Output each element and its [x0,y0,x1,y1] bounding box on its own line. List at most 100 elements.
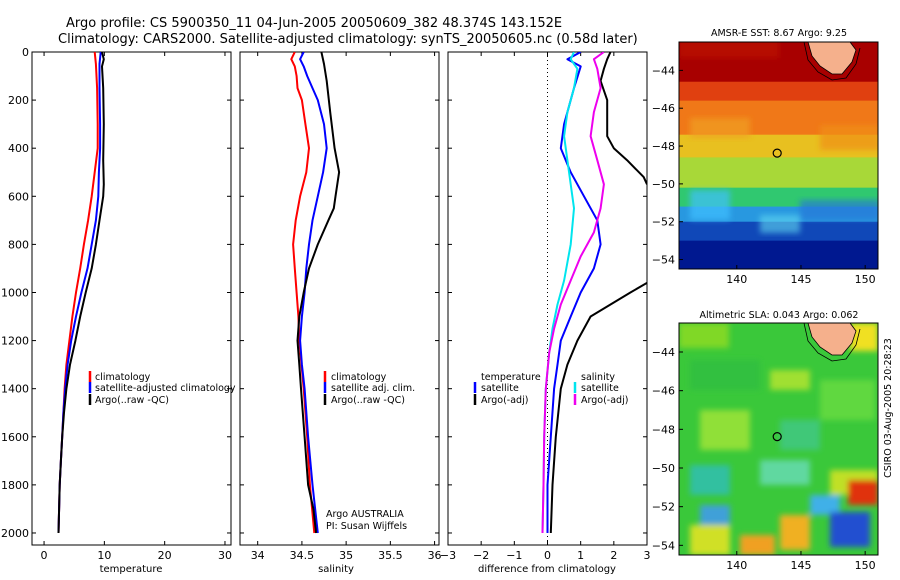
bathymetry-contour [803,42,861,81]
map-x-tick-label: 140 [726,559,747,572]
map-y-tick-label: −54 [652,254,675,267]
x-tick-label: −3 [440,549,456,562]
sla-field [679,323,878,555]
y-tick-label: 1200 [1,335,29,348]
legend-text-climatology: climatology [331,372,387,383]
timestamp: CSIRO 03-Aug-2005 20:28:23 [883,338,894,478]
y-tick-label: 200 [8,94,29,107]
x-tick-label: 3 [644,549,651,562]
sst-map-panel: AMSR-E SST: 8.67 Argo: 9.25 140 145 150 −44… [652,28,879,286]
map-y-tick-label: −48 [652,423,675,436]
x-tick-label: 20 [158,549,172,562]
series-line-temperature-argo-adj [599,52,647,185]
map-x-tick-label: 150 [855,273,876,286]
temperature-axes-frame [31,51,232,546]
argo-float-marker [772,148,782,158]
legend-header-temperature: temperature [481,372,541,383]
legend-text-sal-satellite: satellite [581,383,619,394]
tasmania-land [807,42,857,75]
sst-map-title: AMSR-E SST: 8.67 Argo: 9.25 [711,28,847,39]
x-tick-label: 35 [339,549,353,562]
legend-text-climatology: climatology [95,372,151,383]
legend-header-salinity: salinity [581,372,615,383]
x-tick-label: 0 [544,549,551,562]
x-tick-label: −1 [506,549,522,562]
x-tick-label: 0 [41,549,48,562]
sst-field [679,42,878,269]
sst-band [679,157,878,189]
map-y-tick-label: −46 [652,102,675,115]
legend-text-argo: Argo(..raw -QC) [95,395,169,406]
y-tick-label: 1600 [1,431,29,444]
series-line-temperature-argo-adj-deep [549,282,647,534]
temperature-panel: 0 10 20 30 0 200 400 600 800 1000 1200 1400 1600 1800… [1,46,236,575]
x-tick-label: 10 [97,549,111,562]
y-tick-label: 600 [8,190,29,203]
salinity-panel: 34 34.5 35 35.5 36 salinity climatology sate… [239,51,442,575]
bathymetry-contour [803,323,861,362]
difference-axes-frame [447,51,648,546]
legend-text-temp-argo: Argo(-adj) [481,395,528,406]
x-tick-label: 36 [428,549,442,562]
y-tick-label: 1000 [1,286,29,299]
map-y-tick-label: −50 [652,462,675,475]
pi-label: PI: Susan Wijffels [326,521,407,532]
salinity-xlabel: salinity [318,564,354,575]
tasmania-land [807,323,857,356]
difference-lines [541,52,647,545]
x-tick-label: −2 [473,549,489,562]
salinity-lines [290,52,341,534]
salinity-legend: climatology satellite adj. clim. Argo(..… [323,371,415,406]
series-line-argo [296,52,341,534]
y-tick-label: 2000 [1,527,29,540]
map-y-tick-label: −44 [652,346,675,359]
title-line-1: Argo profile: CS 5900350_11 04-Jun-2005 … [66,16,562,31]
temperature-xlabel: temperature [100,564,163,575]
map-y-tick-label: −48 [652,140,675,153]
y-tick-label: 800 [8,238,29,251]
sst-map-ticks: 140 145 150 −44 −46 −48 −50 −52 −54 [652,64,876,286]
legend-text-sal-argo: Argo(-adj) [581,395,628,406]
series-line-salinity-argo-adj [541,52,605,534]
legend-text-temp-satellite: satellite [481,383,519,394]
sla-map-title: Altimetric SLA: 0.043 Argo: 0.062 [700,310,859,321]
map-y-tick-label: −52 [652,501,675,514]
series-line-argo [57,52,105,534]
y-tick-label: 1400 [1,383,29,396]
legend-text-satellite: satellite adj. clim. [331,383,415,394]
sla-map-panel: Altimetric SLA: 0.043 Argo: 0.062 [652,310,879,572]
x-tick-label: 34.5 [290,549,315,562]
map-x-tick-label: 145 [790,273,811,286]
title-line-2: Climatology: CARS2000. Satellite-adjuste… [58,32,638,47]
salinity-ticks: 34 34.5 35 35.5 36 [240,51,442,562]
argo-float-marker [772,432,782,442]
difference-legend: temperature satellite Argo(-adj) salinit… [473,372,628,406]
x-tick-label: 34 [251,549,265,562]
sst-band [679,240,878,269]
x-tick-label: 2 [610,549,617,562]
legend-text-satellite: satellite-adjusted climatology [95,383,236,394]
map-y-tick-label: −46 [652,385,675,398]
map-y-tick-label: −44 [652,64,675,77]
sla-map-ticks: 140 145 150 −44 −46 −48 −50 −52 −54 [652,346,876,572]
credit-label: Argo AUSTRALIA [326,509,404,520]
y-tick-label: 1800 [1,479,29,492]
y-tick-label: 0 [22,46,29,59]
sst-map-frame [678,41,879,270]
map-x-tick-label: 140 [726,273,747,286]
temperature-legend: climatology satellite-adjusted climatolo… [88,371,236,406]
sst-band [679,81,878,102]
difference-xlabel: difference from climatology [478,564,616,575]
map-y-tick-label: −50 [652,178,675,191]
salinity-axes-frame [239,51,440,546]
map-y-tick-label: −52 [652,216,675,229]
series-line-satellite [299,52,328,534]
x-tick-label: 35.5 [378,549,403,562]
legend-text-argo: Argo(..raw -QC) [331,395,405,406]
map-x-tick-label: 150 [855,559,876,572]
difference-panel: −3 −2 −1 0 1 2 3 difference from climatology t… [440,51,651,575]
temperature-ticks: 0 10 20 30 0 200 400 600 800 1000 1200 1400 1600 1800… [1,46,232,562]
x-tick-label: 1 [577,549,584,562]
y-tick-label: 400 [8,142,29,155]
